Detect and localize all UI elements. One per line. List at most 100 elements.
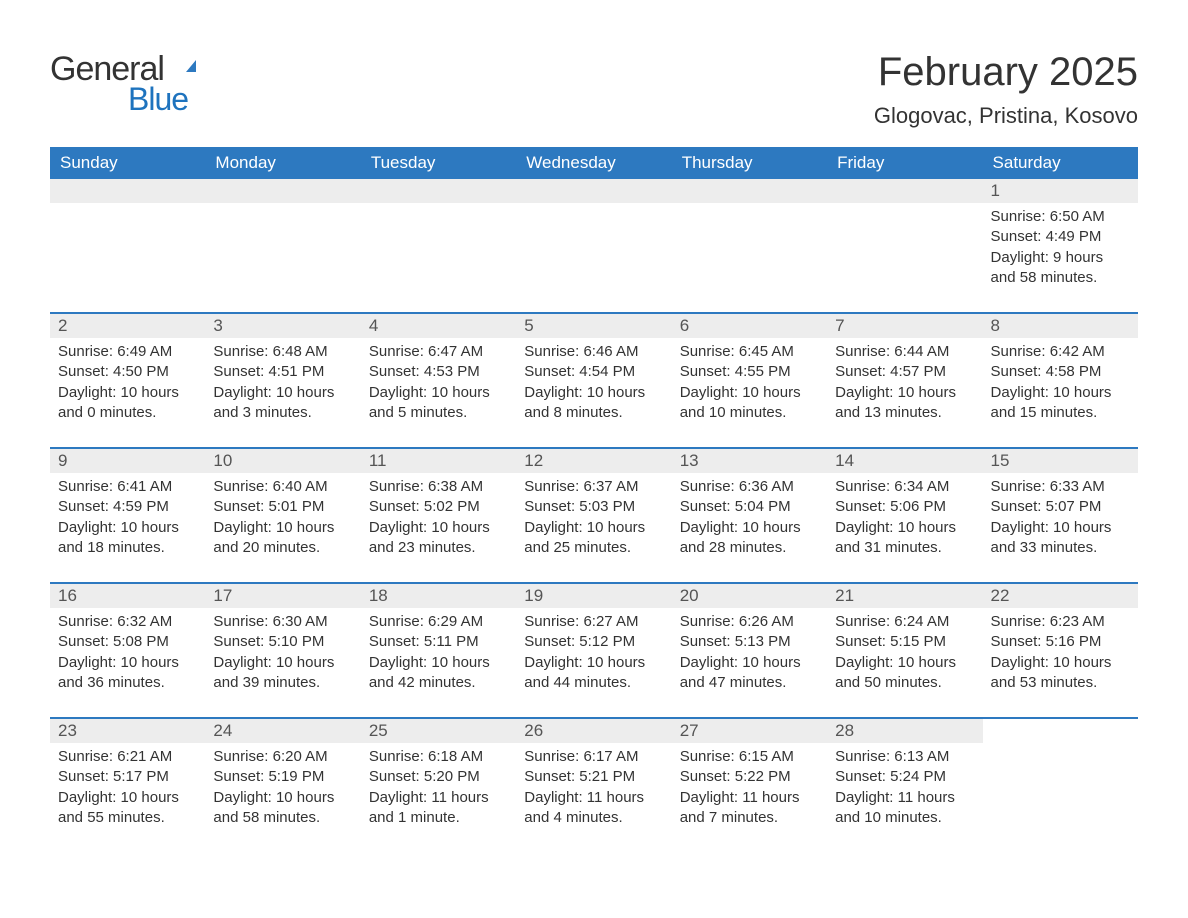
- sunset-text: Sunset: 5:08 PM: [58, 632, 197, 652]
- day-cell: 21Sunrise: 6:24 AMSunset: 5:15 PMDayligh…: [827, 583, 982, 718]
- day-cell: 20Sunrise: 6:26 AMSunset: 5:13 PMDayligh…: [672, 583, 827, 718]
- weekday-header: Sunday: [50, 147, 205, 179]
- day-cell: 9Sunrise: 6:41 AMSunset: 4:59 PMDaylight…: [50, 448, 205, 583]
- day-cell: [516, 179, 671, 313]
- sunrise-text: Sunrise: 6:15 AM: [680, 747, 819, 767]
- sunrise-text: Sunrise: 6:46 AM: [524, 342, 663, 362]
- day-details: Sunrise: 6:37 AMSunset: 5:03 PMDaylight:…: [516, 473, 671, 582]
- weekday-header: Wednesday: [516, 147, 671, 179]
- day-cell: 3Sunrise: 6:48 AMSunset: 4:51 PMDaylight…: [205, 313, 360, 448]
- daylight-text: Daylight: 10 hours and 28 minutes.: [680, 518, 819, 559]
- day-number: 17: [205, 584, 360, 608]
- day-details: Sunrise: 6:45 AMSunset: 4:55 PMDaylight:…: [672, 338, 827, 447]
- sunrise-text: Sunrise: 6:21 AM: [58, 747, 197, 767]
- day-details: Sunrise: 6:27 AMSunset: 5:12 PMDaylight:…: [516, 608, 671, 717]
- daylight-text: Daylight: 10 hours and 23 minutes.: [369, 518, 508, 559]
- sunrise-text: Sunrise: 6:27 AM: [524, 612, 663, 632]
- daylight-text: Daylight: 10 hours and 0 minutes.: [58, 383, 197, 424]
- day-number: [827, 179, 982, 203]
- day-cell: 25Sunrise: 6:18 AMSunset: 5:20 PMDayligh…: [361, 718, 516, 852]
- sunset-text: Sunset: 5:03 PM: [524, 497, 663, 517]
- day-details: Sunrise: 6:46 AMSunset: 4:54 PMDaylight:…: [516, 338, 671, 447]
- day-cell: 27Sunrise: 6:15 AMSunset: 5:22 PMDayligh…: [672, 718, 827, 852]
- day-details: [827, 203, 982, 299]
- day-cell: 12Sunrise: 6:37 AMSunset: 5:03 PMDayligh…: [516, 448, 671, 583]
- weekday-header: Thursday: [672, 147, 827, 179]
- day-number: 24: [205, 719, 360, 743]
- sunrise-text: Sunrise: 6:13 AM: [835, 747, 974, 767]
- sunrise-text: Sunrise: 6:45 AM: [680, 342, 819, 362]
- day-cell: 26Sunrise: 6:17 AMSunset: 5:21 PMDayligh…: [516, 718, 671, 852]
- daylight-text: Daylight: 10 hours and 25 minutes.: [524, 518, 663, 559]
- daylight-text: Daylight: 10 hours and 50 minutes.: [835, 653, 974, 694]
- daylight-text: Daylight: 10 hours and 18 minutes.: [58, 518, 197, 559]
- day-number: 2: [50, 314, 205, 338]
- day-number: 6: [672, 314, 827, 338]
- day-number: 13: [672, 449, 827, 473]
- day-cell: [827, 179, 982, 313]
- sunset-text: Sunset: 4:50 PM: [58, 362, 197, 382]
- day-details: Sunrise: 6:32 AMSunset: 5:08 PMDaylight:…: [50, 608, 205, 717]
- day-number: 12: [516, 449, 671, 473]
- week-row: 9Sunrise: 6:41 AMSunset: 4:59 PMDaylight…: [50, 448, 1138, 583]
- day-details: Sunrise: 6:38 AMSunset: 5:02 PMDaylight:…: [361, 473, 516, 582]
- sunset-text: Sunset: 5:20 PM: [369, 767, 508, 787]
- sunrise-text: Sunrise: 6:23 AM: [991, 612, 1130, 632]
- sunset-text: Sunset: 4:58 PM: [991, 362, 1130, 382]
- day-cell: 5Sunrise: 6:46 AMSunset: 4:54 PMDaylight…: [516, 313, 671, 448]
- sunset-text: Sunset: 5:11 PM: [369, 632, 508, 652]
- day-number: [672, 179, 827, 203]
- day-number: 19: [516, 584, 671, 608]
- sunset-text: Sunset: 5:04 PM: [680, 497, 819, 517]
- day-cell: [361, 179, 516, 313]
- sunset-text: Sunset: 4:51 PM: [213, 362, 352, 382]
- day-cell: 17Sunrise: 6:30 AMSunset: 5:10 PMDayligh…: [205, 583, 360, 718]
- day-number: 20: [672, 584, 827, 608]
- day-details: Sunrise: 6:50 AMSunset: 4:49 PMDaylight:…: [983, 203, 1138, 312]
- day-number: 9: [50, 449, 205, 473]
- sunset-text: Sunset: 5:13 PM: [680, 632, 819, 652]
- day-number: 8: [983, 314, 1138, 338]
- daylight-text: Daylight: 10 hours and 8 minutes.: [524, 383, 663, 424]
- sunrise-text: Sunrise: 6:41 AM: [58, 477, 197, 497]
- sunrise-text: Sunrise: 6:37 AM: [524, 477, 663, 497]
- sunrise-text: Sunrise: 6:49 AM: [58, 342, 197, 362]
- daylight-text: Daylight: 10 hours and 33 minutes.: [991, 518, 1130, 559]
- sunset-text: Sunset: 5:07 PM: [991, 497, 1130, 517]
- sunset-text: Sunset: 4:49 PM: [991, 227, 1130, 247]
- sunrise-text: Sunrise: 6:26 AM: [680, 612, 819, 632]
- day-cell: 8Sunrise: 6:42 AMSunset: 4:58 PMDaylight…: [983, 313, 1138, 448]
- weekday-header-row: Sunday Monday Tuesday Wednesday Thursday…: [50, 147, 1138, 179]
- sunrise-text: Sunrise: 6:29 AM: [369, 612, 508, 632]
- day-details: [672, 203, 827, 299]
- day-details: Sunrise: 6:23 AMSunset: 5:16 PMDaylight:…: [983, 608, 1138, 717]
- day-details: Sunrise: 6:17 AMSunset: 5:21 PMDaylight:…: [516, 743, 671, 852]
- day-number: [50, 179, 205, 203]
- day-details: Sunrise: 6:15 AMSunset: 5:22 PMDaylight:…: [672, 743, 827, 852]
- week-row: 16Sunrise: 6:32 AMSunset: 5:08 PMDayligh…: [50, 583, 1138, 718]
- sunrise-text: Sunrise: 6:24 AM: [835, 612, 974, 632]
- day-number: 14: [827, 449, 982, 473]
- daylight-text: Daylight: 10 hours and 58 minutes.: [213, 788, 352, 829]
- day-details: [50, 203, 205, 299]
- day-cell: 22Sunrise: 6:23 AMSunset: 5:16 PMDayligh…: [983, 583, 1138, 718]
- day-cell: 23Sunrise: 6:21 AMSunset: 5:17 PMDayligh…: [50, 718, 205, 852]
- day-details: Sunrise: 6:41 AMSunset: 4:59 PMDaylight:…: [50, 473, 205, 582]
- weekday-header: Tuesday: [361, 147, 516, 179]
- day-details: Sunrise: 6:13 AMSunset: 5:24 PMDaylight:…: [827, 743, 982, 852]
- day-number: 10: [205, 449, 360, 473]
- day-details: Sunrise: 6:26 AMSunset: 5:13 PMDaylight:…: [672, 608, 827, 717]
- location: Glogovac, Pristina, Kosovo: [874, 103, 1138, 129]
- month-title: February 2025: [874, 50, 1138, 95]
- sunset-text: Sunset: 5:15 PM: [835, 632, 974, 652]
- daylight-text: Daylight: 11 hours and 4 minutes.: [524, 788, 663, 829]
- day-cell: 19Sunrise: 6:27 AMSunset: 5:12 PMDayligh…: [516, 583, 671, 718]
- day-number: 23: [50, 719, 205, 743]
- day-cell: 15Sunrise: 6:33 AMSunset: 5:07 PMDayligh…: [983, 448, 1138, 583]
- day-cell: 16Sunrise: 6:32 AMSunset: 5:08 PMDayligh…: [50, 583, 205, 718]
- day-cell: 6Sunrise: 6:45 AMSunset: 4:55 PMDaylight…: [672, 313, 827, 448]
- day-cell: [205, 179, 360, 313]
- calendar-table: Sunday Monday Tuesday Wednesday Thursday…: [50, 147, 1138, 852]
- sunrise-text: Sunrise: 6:47 AM: [369, 342, 508, 362]
- sunset-text: Sunset: 5:02 PM: [369, 497, 508, 517]
